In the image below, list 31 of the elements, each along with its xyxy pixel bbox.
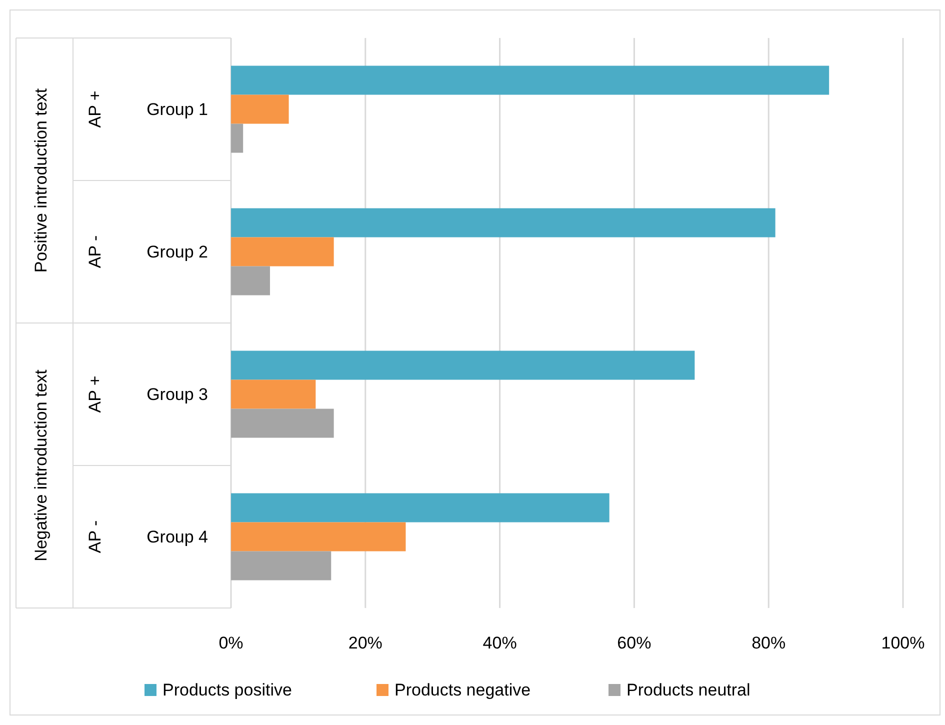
bar (231, 493, 610, 522)
text: AP + (86, 90, 104, 128)
x-tick-label: 0% (218, 634, 244, 652)
text: AP - (86, 235, 104, 268)
x-tick-label: 80% (752, 634, 786, 652)
bar (231, 350, 695, 380)
y-tick-label: Group 1 (146, 100, 208, 119)
legend-label: Products positive (162, 680, 292, 700)
x-tick-label: 100% (881, 634, 925, 652)
y-tick-label: Group 2 (146, 242, 208, 262)
bar (231, 551, 332, 580)
legend-label: Products negative (394, 680, 531, 700)
x-tick-label: 40% (482, 634, 517, 652)
text: AP - (86, 520, 104, 554)
y-tick-label: Group 3 (146, 384, 208, 404)
bar (231, 522, 406, 552)
text: Negative introduction text (32, 369, 50, 562)
bar (231, 66, 830, 95)
bar (231, 124, 244, 153)
legend-label: Products neutral (626, 680, 750, 700)
bar (231, 94, 289, 124)
text: AP + (86, 376, 104, 413)
y-tick-label: Group 4 (146, 527, 208, 546)
bar (231, 266, 270, 296)
bar (231, 208, 776, 238)
bar (231, 237, 334, 266)
bar (231, 380, 316, 409)
text: Positive introduction text (32, 88, 50, 273)
x-tick-label: 60% (617, 634, 652, 652)
bar (231, 408, 334, 438)
x-tick-label: 20% (348, 634, 382, 652)
